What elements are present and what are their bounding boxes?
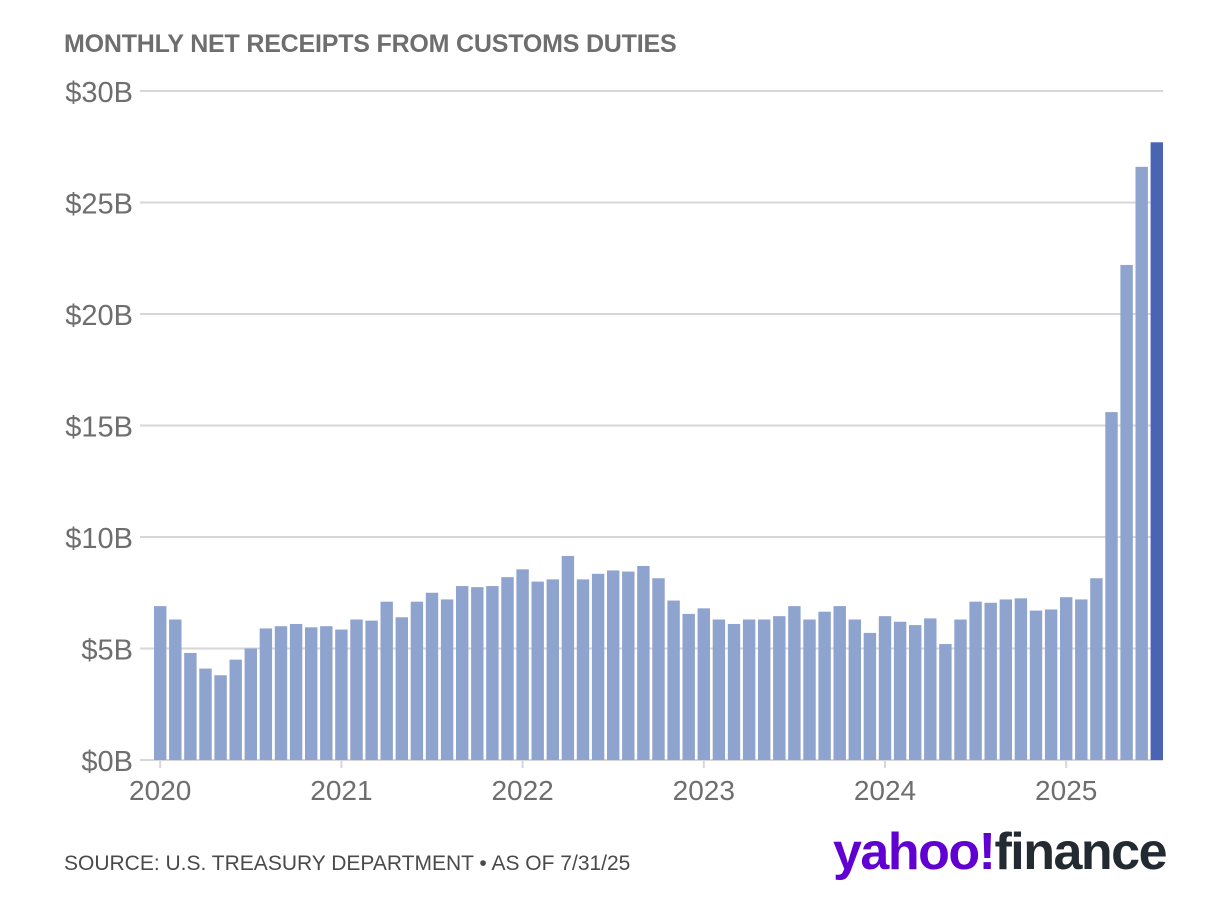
bar [893,621,907,760]
bar [516,569,529,760]
y-tick-label: $20B [65,300,133,332]
y-tick-label: $10B [65,523,133,555]
bar [456,586,469,760]
bars [154,142,1163,761]
bar [1075,599,1088,760]
x-tick-label: 2024 [854,775,916,806]
bar [199,668,212,760]
x-tick-label: 2022 [491,775,553,806]
bar [727,623,741,760]
bar [863,632,877,760]
y-axis-tick-labels: $0B $5B $10B $15B $20B $25B $30B [65,77,133,778]
bar [848,619,861,760]
bar [878,616,892,760]
bar [788,606,801,760]
bar [1150,142,1163,761]
bar [289,623,303,760]
bar [1105,412,1118,760]
x-tick-label: 2020 [129,775,191,806]
bar [1120,264,1133,760]
bar [667,600,680,760]
y-tick-label: $15B [65,412,133,444]
bar [773,616,786,760]
bar [154,606,167,760]
bar [969,601,982,760]
bar [1014,598,1028,760]
bar [274,626,288,760]
bar [214,675,227,760]
y-tick-label: $0B [81,746,133,778]
bar [425,592,439,760]
bar [320,626,333,760]
bar [833,606,846,760]
x-tick-label: 2025 [1035,775,1097,806]
bar [395,617,408,760]
bar [561,555,575,760]
bar [622,571,635,760]
bar [803,619,816,760]
bar [637,565,650,760]
bar [380,601,393,760]
bar [652,578,665,760]
bar [682,613,695,760]
bar [501,577,514,760]
bar [1135,166,1148,760]
bar [909,625,922,760]
bar [742,619,756,760]
bar [576,579,590,760]
x-axis-tick-labels: 2020 2021 2022 2023 2024 2025 [129,760,1097,806]
bar [244,648,257,760]
bar [350,619,363,760]
bar [607,570,620,760]
source-note: SOURCE: U.S. TREASURY DEPARTMENT • AS OF… [64,852,631,875]
bar [954,619,967,760]
bar [471,587,484,760]
bar [440,599,454,760]
bar [1044,609,1058,760]
bar [531,581,544,760]
bar [697,608,710,760]
y-tick-label: $25B [65,189,133,221]
x-tick-label: 2021 [310,775,372,806]
bar [818,611,831,760]
bar [591,573,605,760]
bar [365,620,378,761]
bar [486,586,499,760]
bar [546,579,559,760]
bar [999,599,1012,760]
bar [410,601,424,760]
yahoo-finance-logo: yahoo!finance [832,823,1168,881]
y-tick-label: $5B [81,635,133,667]
bar [229,659,242,760]
bar [1060,597,1073,760]
x-tick-label: 2023 [673,775,735,806]
bar [1029,610,1043,760]
bar [1090,578,1103,760]
bar [305,627,318,760]
bar [984,602,997,760]
bar [259,628,273,760]
y-tick-label: $30B [65,77,133,109]
bar [712,619,726,760]
bar [335,629,348,760]
bar [939,644,952,760]
chart-title: MONTHLY NET RECEIPTS FROM CUSTOMS DUTIES [64,30,677,58]
bar [169,619,182,760]
bar [924,618,937,760]
bar [758,619,771,760]
bar [184,652,197,760]
